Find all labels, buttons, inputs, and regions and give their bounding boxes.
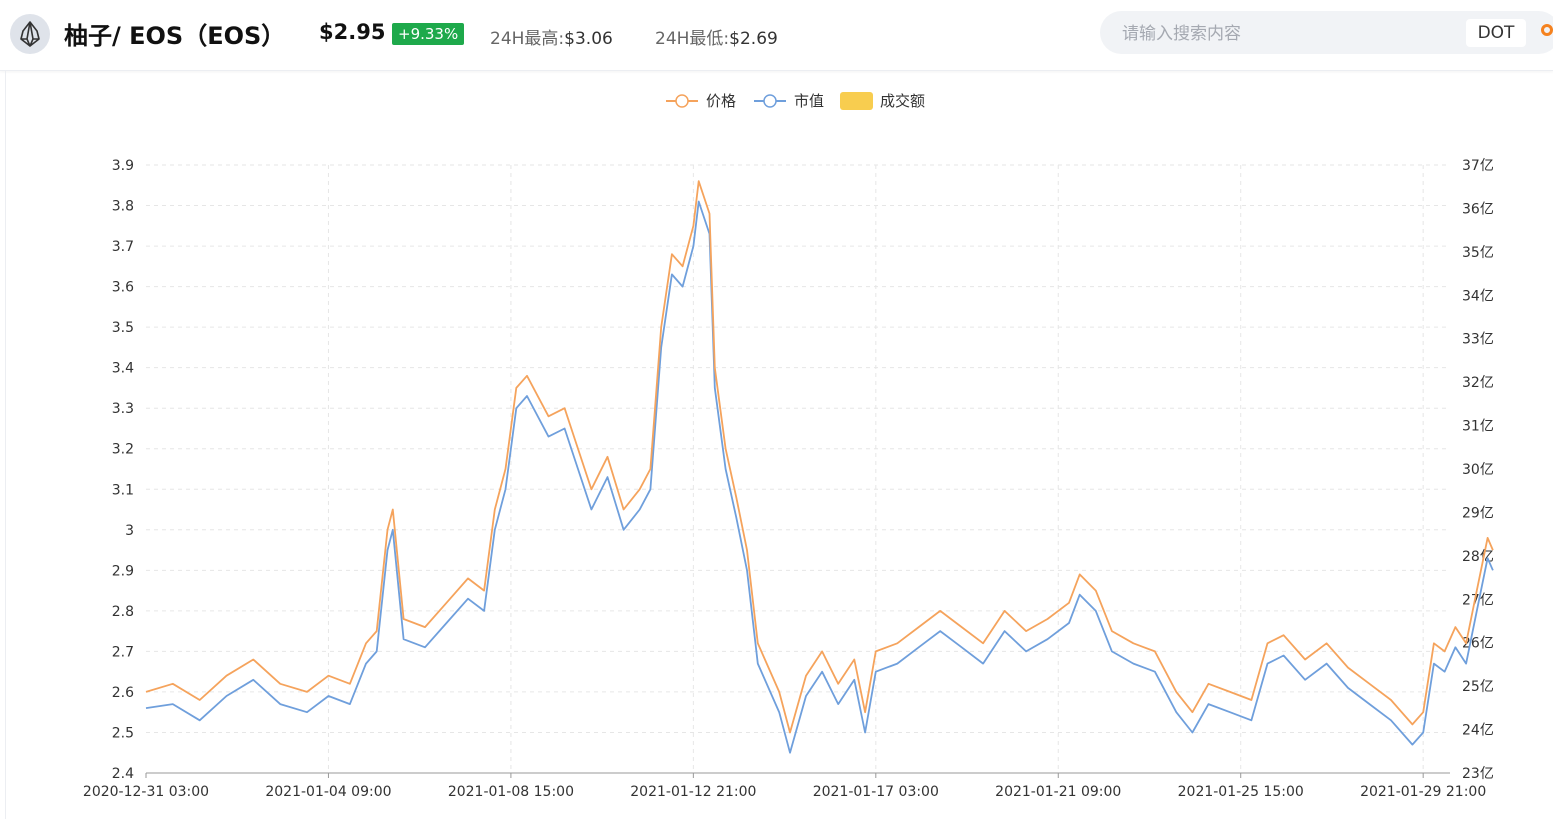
y-right-tick-label: 34亿 (1462, 288, 1494, 304)
low-24h-label: 24H最低: (655, 29, 730, 49)
legend-label-volume: 成交额 (880, 92, 925, 110)
search-tag-button[interactable]: DOT (1466, 19, 1526, 47)
y-right-tick-label: 31亿 (1462, 419, 1494, 435)
chart-series (145, 180, 1494, 754)
high-24h-value: $3.06 (564, 29, 613, 49)
x-tick-label: 2021-01-25 15:00 (1178, 784, 1304, 800)
y-right-tick-label: 23亿 (1462, 766, 1494, 782)
y-right-tick-label: 37亿 (1462, 158, 1494, 174)
legend-label-market-cap: 市值 (794, 92, 824, 110)
y-left-tick-label: 2.7 (112, 644, 134, 660)
legend-item-price[interactable]: 价格 (666, 92, 736, 110)
market-cap-series-line (145, 200, 1494, 754)
y-left-tick-label: 3.1 (112, 482, 134, 498)
y-right-tick-label: 33亿 (1462, 332, 1494, 348)
price-change-badge: +9.33% (392, 23, 465, 45)
y-right-tick-label: 35亿 (1462, 245, 1494, 261)
chart-axes: 2.4 2.5 2.6 2.7 2.8 2.9 3 3.1 3.2 3.3 3.4 3.5 3.6 3.7… (83, 158, 1494, 800)
legend-item-volume[interactable]: 成交额 (840, 92, 925, 110)
x-tick-label: 2021-01-08 15:00 (448, 784, 574, 800)
x-tick-label: 2021-01-29 21:00 (1360, 784, 1486, 800)
y-left-tick-label: 2.4 (112, 766, 134, 782)
price-series-line (145, 180, 1494, 734)
chart-legend: 价格 市值 成交额 (666, 92, 925, 110)
search-box: DOT (1100, 11, 1553, 54)
y-right-tick-label: 28亿 (1462, 549, 1494, 565)
chart-grid (146, 164, 1450, 773)
current-price: $2.95 (319, 20, 386, 44)
low-24h: 24H最低:$2.69 (655, 24, 778, 49)
header-bar: 柚子/ EOS（EOS） $2.95 +9.33% 24H最高:$3.06 24… (0, 0, 1553, 71)
panel-border (5, 71, 6, 819)
legend-label-price: 价格 (706, 92, 736, 110)
x-tick-label: 2021-01-21 09:00 (995, 784, 1121, 800)
y-left-tick-label: 2.5 (112, 725, 134, 741)
y-right-tick-label: 32亿 (1462, 375, 1494, 391)
loading-ring-icon (1541, 24, 1553, 36)
x-tick-label: 2021-01-12 21:00 (630, 784, 756, 800)
y-left-tick-label: 2.8 (112, 604, 134, 620)
y-right-tick-label: 36亿 (1462, 201, 1494, 217)
x-tick-label: 2020-12-31 03:00 (83, 784, 209, 800)
y-left-tick-label: 3.2 (112, 442, 134, 458)
high-24h: 24H最高:$3.06 (490, 24, 613, 49)
y-left-tick-label: 3 (125, 523, 134, 539)
y-right-tick-label: 30亿 (1462, 462, 1494, 478)
legend-item-market-cap[interactable]: 市值 (754, 92, 824, 110)
y-right-tick-label: 24亿 (1462, 723, 1494, 739)
y-left-tick-label: 2.6 (112, 685, 134, 701)
y-left-tick-label: 3.9 (112, 158, 134, 174)
y-left-tick-label: 2.9 (112, 563, 134, 579)
y-left-tick-label: 3.8 (112, 199, 134, 215)
y-left-tick-label: 3.6 (112, 280, 134, 296)
y-right-tick-label: 29亿 (1462, 505, 1494, 521)
eos-logo-icon (10, 14, 50, 54)
x-tick-label: 2021-01-17 03:00 (813, 784, 939, 800)
low-24h-value: $2.69 (729, 29, 778, 49)
y-left-tick-label: 3.7 (112, 239, 134, 255)
y-left-tick-label: 3.4 (112, 361, 134, 377)
high-24h-label: 24H最高: (490, 29, 565, 49)
x-tick-label: 2021-01-04 09:00 (265, 784, 391, 800)
search-input[interactable] (1120, 21, 1444, 47)
coin-title: 柚子/ EOS（EOS） (64, 22, 286, 50)
y-left-tick-label: 3.5 (112, 320, 134, 336)
y-left-tick-label: 3.3 (112, 401, 134, 417)
y-right-tick-label: 27亿 (1462, 592, 1494, 608)
y-right-tick-label: 25亿 (1462, 679, 1494, 695)
